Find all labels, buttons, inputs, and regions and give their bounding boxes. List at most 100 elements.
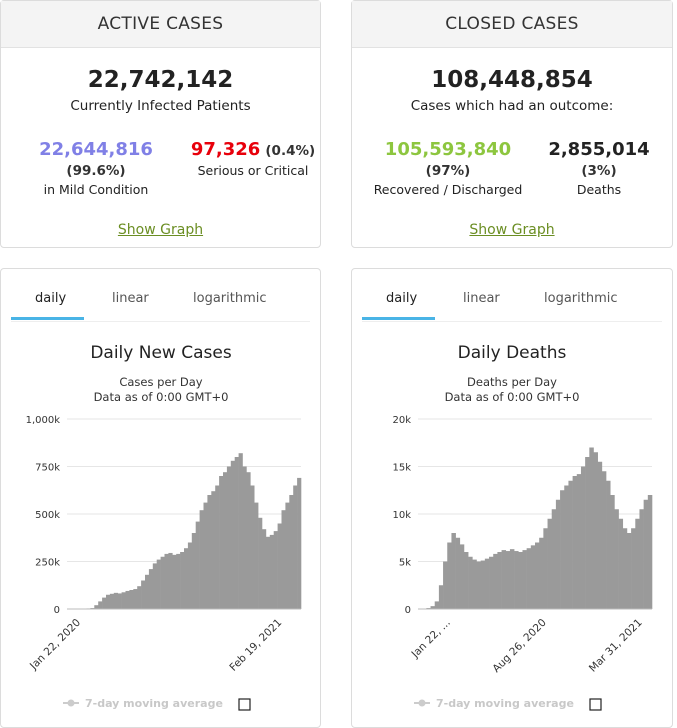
bar	[635, 519, 639, 609]
bar	[606, 481, 610, 609]
bar	[137, 586, 141, 609]
bar	[435, 601, 439, 609]
chart-title: Daily Deaths	[458, 343, 567, 363]
legend-checkbox[interactable]	[590, 699, 601, 710]
bar	[172, 555, 176, 609]
active-cases-total-label: Currently Infected Patients	[1, 98, 320, 114]
bar	[207, 495, 211, 609]
bar	[602, 471, 606, 609]
bar	[594, 452, 598, 609]
recovered-label: Recovered / Discharged	[362, 182, 534, 197]
bar	[610, 495, 614, 609]
serious-label: Serious or Critical	[189, 163, 317, 178]
bar	[126, 591, 130, 609]
bar	[552, 509, 556, 609]
bar	[192, 533, 196, 609]
legend-marker-icon	[68, 700, 75, 707]
tab-daily[interactable]: daily	[386, 291, 417, 306]
mild-label: in Mild Condition	[11, 182, 181, 197]
deaths-stat: 2,855,014 (3%) Deaths	[530, 139, 668, 197]
bar	[98, 601, 102, 609]
serious-pct: (0.4%)	[265, 143, 315, 159]
bar	[527, 548, 531, 609]
legend-label: 7-day moving average	[85, 697, 223, 710]
tab-logarithmic[interactable]: logarithmic	[544, 291, 618, 306]
chart-title: Daily New Cases	[90, 343, 232, 363]
bar	[439, 585, 443, 609]
tab-linear[interactable]: linear	[112, 291, 149, 306]
bar	[200, 510, 204, 609]
bar	[619, 519, 623, 609]
bar	[293, 486, 297, 610]
bar	[246, 472, 250, 609]
bar	[231, 461, 235, 609]
bar	[623, 528, 627, 609]
bar	[539, 538, 543, 609]
bar	[464, 552, 468, 609]
tab-logarithmic[interactable]: logarithmic	[193, 291, 267, 306]
active-show-graph-link[interactable]: Show Graph	[1, 222, 320, 238]
closed-cases-total: 108,448,854	[352, 67, 672, 93]
chart-subtitle: Deaths per Day	[467, 375, 557, 389]
bar	[211, 491, 215, 609]
bar	[564, 486, 568, 610]
y-tick-label: 500k	[35, 510, 60, 521]
bar	[274, 531, 278, 609]
chart-tabs: daily linear logarithmic	[11, 269, 310, 322]
y-tick-label: 10k	[392, 510, 411, 521]
bar	[161, 557, 165, 609]
legend-label: 7-day moving average	[436, 697, 574, 710]
bar	[133, 589, 137, 609]
deaths-pct: (3%)	[581, 163, 616, 179]
bar	[254, 503, 258, 609]
bar	[227, 467, 231, 610]
bar	[285, 503, 289, 609]
bar	[106, 595, 110, 609]
x-tick-label: Feb 19, 2021	[227, 617, 284, 674]
active-cases-header: ACTIVE CASES	[1, 1, 320, 48]
bar	[560, 490, 564, 609]
recovered-pct: (97%)	[426, 163, 471, 179]
recovered-stat: 105,593,840 (97%) Recovered / Discharged	[362, 139, 534, 197]
bar	[556, 500, 560, 609]
serious-value: 97,326	[191, 139, 260, 160]
bar	[289, 495, 293, 609]
bar	[614, 509, 618, 609]
bar	[122, 592, 126, 609]
bar	[485, 559, 489, 609]
legend-marker-icon	[419, 700, 426, 707]
x-tick-label: Mar 31, 2021	[587, 617, 645, 675]
y-tick-label: 0	[54, 605, 60, 616]
bar	[176, 554, 180, 609]
legend-checkbox[interactable]	[239, 699, 250, 710]
bar	[648, 495, 652, 609]
bar	[270, 535, 274, 609]
bar	[573, 476, 577, 609]
bar	[297, 478, 301, 609]
bar	[165, 554, 169, 609]
bar	[644, 500, 648, 609]
bar	[118, 593, 122, 609]
bar	[627, 533, 631, 609]
bar	[219, 476, 223, 609]
bar	[477, 562, 481, 610]
bar	[585, 457, 589, 609]
bar	[266, 537, 270, 609]
chart-note: Data as of 0:00 GMT+0	[445, 390, 580, 404]
tab-daily[interactable]: daily	[35, 291, 66, 306]
deaths-chart-panel: daily linear logarithmic Daily Deaths Dea…	[351, 268, 673, 728]
bar	[196, 522, 200, 609]
bar	[489, 557, 493, 609]
bar	[531, 545, 535, 609]
tab-linear[interactable]: linear	[463, 291, 500, 306]
bar	[157, 560, 161, 609]
chart-tabs: daily linear logarithmic	[362, 269, 662, 322]
bar	[215, 486, 219, 610]
mild-pct: (99.6%)	[66, 163, 125, 179]
y-tick-label: 1,000k	[26, 415, 61, 426]
y-tick-label: 0	[405, 605, 411, 616]
bar	[631, 528, 635, 609]
closed-show-graph-link[interactable]: Show Graph	[352, 222, 672, 238]
bar	[262, 529, 266, 609]
